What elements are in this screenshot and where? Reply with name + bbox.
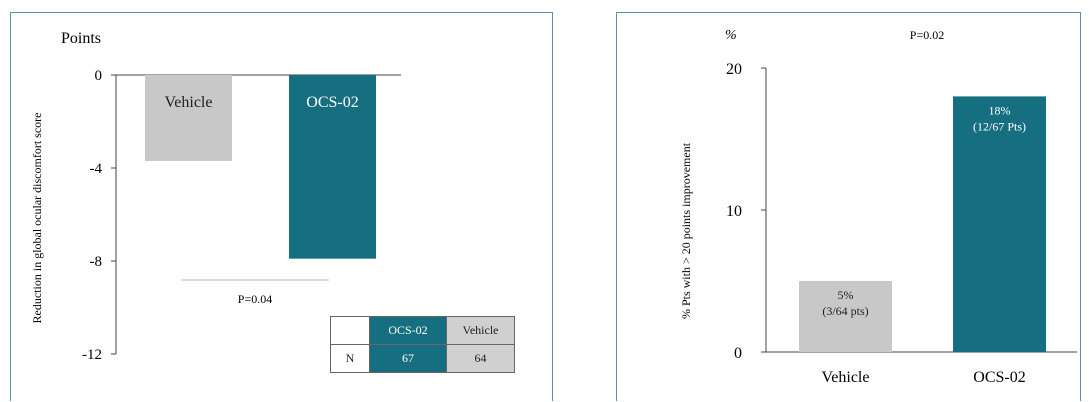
- table-row: N 67 64: [330, 344, 515, 373]
- left-chart-panel: Points Reduction in global ocular discom…: [10, 12, 553, 401]
- right-bar-vehicle: [799, 281, 892, 352]
- left-y-tick-label: 0: [95, 68, 103, 84]
- left-bar-ocs-02: [289, 75, 376, 259]
- right-bar-data-label: 18%: [989, 103, 1011, 117]
- right-x-tick-label: Vehicle: [822, 369, 870, 386]
- left-chart-svg: Points Reduction in global ocular discom…: [30, 30, 401, 363]
- right-chart-panel: % P=0.02 % Pts with > 20 points improvem…: [616, 12, 1081, 401]
- right-pvalue-annotation: P=0.02: [910, 28, 944, 42]
- table-corner-cell: [330, 316, 370, 345]
- left-y-axis-label: Reduction in global ocular discomfort sc…: [30, 113, 44, 324]
- right-bar-ocs-02: [953, 96, 1046, 353]
- left-y-tick-label: -12: [82, 347, 102, 363]
- right-x-tick-label: OCS-02: [973, 369, 1025, 386]
- right-y-tick-label: 10: [726, 203, 742, 220]
- table-header-row: OCS-02 Vehicle: [330, 316, 515, 345]
- right-bar-data-label: (3/64 pts): [822, 304, 868, 318]
- table-value-vehicle: 64: [446, 344, 515, 373]
- right-y-tick-label: 0: [734, 345, 742, 362]
- table-row-label: N: [330, 344, 370, 373]
- sample-size-table: OCS-02 Vehicle N 67 64: [330, 316, 515, 373]
- table-header-ocs: OCS-02: [369, 316, 447, 345]
- right-y-axis-label: % Pts with > 20 points improvement: [679, 142, 693, 319]
- left-bar-label: OCS-02: [306, 94, 358, 111]
- table-header-vehicle: Vehicle: [446, 316, 515, 345]
- right-chart-svg: % P=0.02 % Pts with > 20 points improvem…: [679, 28, 1077, 386]
- left-bar-label: Vehicle: [165, 94, 213, 111]
- table-value-ocs: 67: [369, 344, 447, 373]
- right-y-tick-label: 20: [726, 61, 742, 78]
- right-unit-label: %: [725, 28, 737, 43]
- left-y-tick-label: -4: [90, 161, 103, 177]
- right-bar-data-label: 5%: [838, 288, 854, 302]
- left-unit-label: Points: [61, 30, 101, 47]
- left-y-tick-label: -8: [90, 254, 103, 270]
- left-pvalue-annotation: P=0.04: [238, 292, 272, 306]
- right-bar-data-label: (12/67 Pts): [973, 119, 1026, 133]
- left-bar-vehicle: [145, 75, 232, 162]
